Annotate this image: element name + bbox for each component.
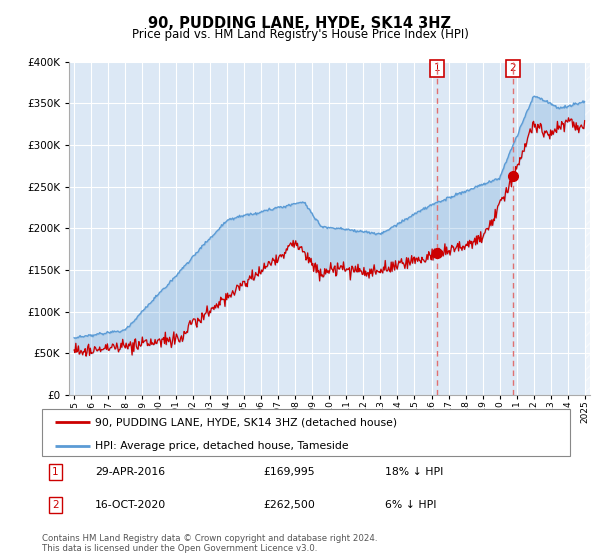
Text: 90, PUDDING LANE, HYDE, SK14 3HZ: 90, PUDDING LANE, HYDE, SK14 3HZ (149, 16, 452, 31)
Text: 1: 1 (52, 467, 59, 477)
Text: £262,500: £262,500 (264, 500, 316, 510)
Text: 16-OCT-2020: 16-OCT-2020 (95, 500, 166, 510)
Text: HPI: Average price, detached house, Tameside: HPI: Average price, detached house, Tame… (95, 441, 349, 451)
Text: Price paid vs. HM Land Registry's House Price Index (HPI): Price paid vs. HM Land Registry's House … (131, 28, 469, 41)
Text: 29-APR-2016: 29-APR-2016 (95, 467, 165, 477)
FancyBboxPatch shape (42, 409, 570, 456)
Text: Contains HM Land Registry data © Crown copyright and database right 2024.
This d: Contains HM Land Registry data © Crown c… (42, 534, 377, 553)
Text: 1: 1 (434, 63, 440, 73)
Text: 2: 2 (52, 500, 59, 510)
Bar (584, 62, 590, 395)
Text: 2: 2 (510, 63, 517, 73)
Text: 18% ↓ HPI: 18% ↓ HPI (385, 467, 443, 477)
Text: 6% ↓ HPI: 6% ↓ HPI (385, 500, 437, 510)
Text: 90, PUDDING LANE, HYDE, SK14 3HZ (detached house): 90, PUDDING LANE, HYDE, SK14 3HZ (detach… (95, 417, 397, 427)
Text: £169,995: £169,995 (264, 467, 316, 477)
